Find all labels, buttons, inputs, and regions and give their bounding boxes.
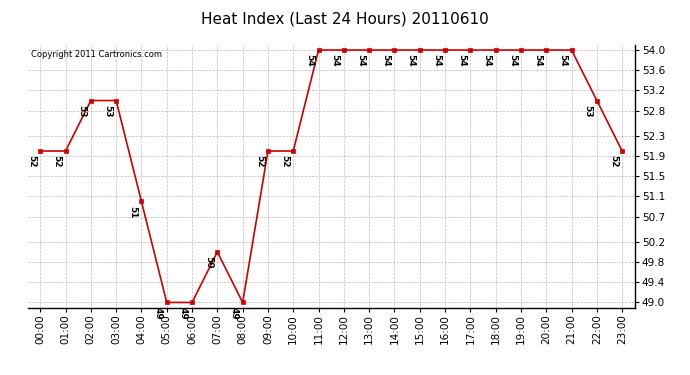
Text: 52: 52 <box>609 155 618 168</box>
Text: 53: 53 <box>78 105 87 117</box>
Text: 54: 54 <box>508 54 517 67</box>
Text: 54: 54 <box>457 54 466 67</box>
Text: 52: 52 <box>27 155 36 168</box>
Text: 54: 54 <box>306 54 315 67</box>
Text: 54: 54 <box>331 54 339 67</box>
Text: 52: 52 <box>255 155 264 168</box>
Text: 54: 54 <box>406 54 415 67</box>
Text: 50: 50 <box>204 256 213 268</box>
Text: Copyright 2011 Cartronics.com: Copyright 2011 Cartronics.com <box>30 50 161 59</box>
Text: 54: 54 <box>432 54 441 67</box>
Text: 53: 53 <box>103 105 112 117</box>
Text: 54: 54 <box>558 54 567 67</box>
Text: Heat Index (Last 24 Hours) 20110610: Heat Index (Last 24 Hours) 20110610 <box>201 11 489 26</box>
Text: 52: 52 <box>280 155 289 168</box>
Text: 49: 49 <box>179 307 188 320</box>
Text: 51: 51 <box>128 206 137 218</box>
Text: 54: 54 <box>356 54 365 67</box>
Text: 53: 53 <box>584 105 593 117</box>
Text: 52: 52 <box>52 155 61 168</box>
Text: 54: 54 <box>533 54 542 67</box>
Text: 49: 49 <box>154 307 163 320</box>
Text: 54: 54 <box>382 54 391 67</box>
Text: 49: 49 <box>230 307 239 320</box>
Text: 54: 54 <box>482 54 491 67</box>
